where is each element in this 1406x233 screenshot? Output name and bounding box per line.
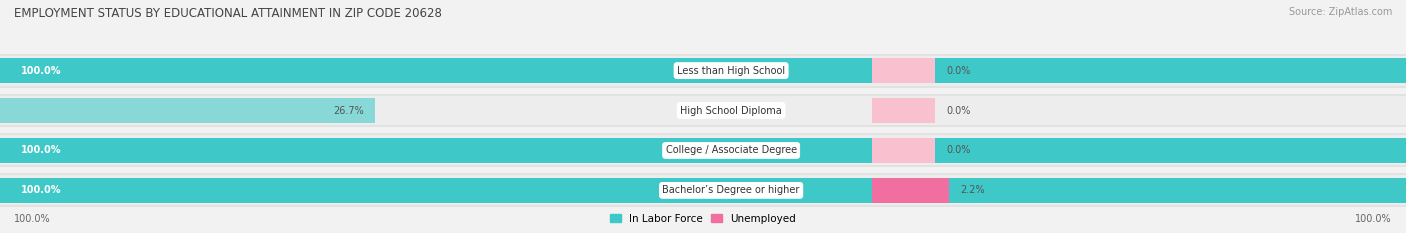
Bar: [0, 58, 1406, 83]
Bar: [0, 93, 1406, 127]
Text: 0.0%: 0.0%: [946, 145, 970, 155]
Text: 100.0%: 100.0%: [21, 65, 62, 75]
Text: 2.2%: 2.2%: [960, 185, 986, 195]
Bar: [0, 134, 1406, 168]
Text: 100.0%: 100.0%: [1355, 214, 1392, 224]
Text: EMPLOYMENT STATUS BY EDUCATIONAL ATTAINMENT IN ZIP CODE 20628: EMPLOYMENT STATUS BY EDUCATIONAL ATTAINM…: [14, 7, 441, 20]
Bar: [872, 178, 949, 203]
Bar: [0, 173, 1406, 207]
Text: 100.0%: 100.0%: [21, 185, 62, 195]
Text: 100.0%: 100.0%: [21, 145, 62, 155]
Bar: [0, 96, 1406, 126]
Bar: [0, 54, 1406, 88]
Bar: [0, 98, 375, 123]
Bar: [872, 58, 935, 83]
Bar: [872, 138, 935, 163]
Text: 26.7%: 26.7%: [333, 106, 364, 116]
Text: 0.0%: 0.0%: [946, 106, 970, 116]
Text: Bachelor’s Degree or higher: Bachelor’s Degree or higher: [662, 185, 800, 195]
Legend: In Labor Force, Unemployed: In Labor Force, Unemployed: [606, 209, 800, 228]
Text: 100.0%: 100.0%: [14, 214, 51, 224]
Bar: [872, 98, 935, 123]
Text: College / Associate Degree: College / Associate Degree: [665, 145, 797, 155]
Bar: [0, 138, 1406, 163]
Bar: [0, 175, 1406, 205]
Text: Source: ZipAtlas.com: Source: ZipAtlas.com: [1288, 7, 1392, 17]
Text: Less than High School: Less than High School: [678, 65, 785, 75]
Bar: [0, 135, 1406, 165]
Bar: [0, 178, 1406, 203]
Text: High School Diploma: High School Diploma: [681, 106, 782, 116]
Text: 0.0%: 0.0%: [946, 65, 970, 75]
Bar: [0, 56, 1406, 86]
